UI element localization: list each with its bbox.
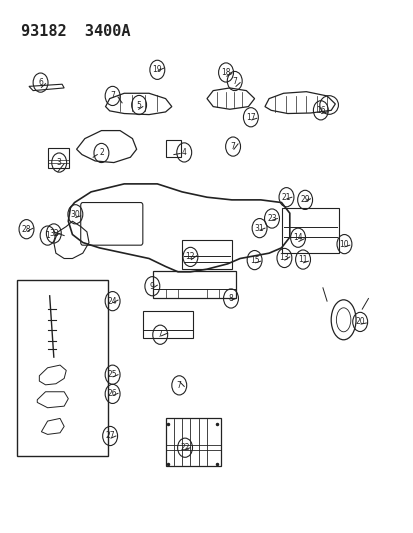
Text: 7: 7 <box>230 142 235 151</box>
Text: 17: 17 <box>245 113 255 122</box>
Text: 19: 19 <box>152 66 162 74</box>
Text: 7: 7 <box>110 92 115 100</box>
Text: 7: 7 <box>232 77 237 85</box>
Bar <box>165 140 181 157</box>
Text: 10: 10 <box>339 240 349 248</box>
Text: 3: 3 <box>57 158 62 167</box>
Text: 21: 21 <box>281 193 290 201</box>
Bar <box>47 148 69 168</box>
Text: 14: 14 <box>292 233 302 242</box>
Bar <box>182 240 231 269</box>
Text: 27: 27 <box>105 432 115 440</box>
Text: 31: 31 <box>254 224 264 232</box>
Bar <box>17 280 107 456</box>
Text: 2: 2 <box>99 149 104 157</box>
Text: 11: 11 <box>298 255 307 264</box>
Text: 4: 4 <box>181 148 186 157</box>
Text: 8: 8 <box>228 294 233 303</box>
Text: 9: 9 <box>150 282 154 290</box>
Text: 28: 28 <box>22 225 31 233</box>
Text: 5: 5 <box>136 101 141 109</box>
Text: 15: 15 <box>249 256 259 264</box>
Bar <box>142 311 192 338</box>
Text: 12: 12 <box>185 253 195 261</box>
Text: 6: 6 <box>38 78 43 87</box>
Text: 23: 23 <box>266 214 276 223</box>
Bar <box>165 418 221 466</box>
Text: 26: 26 <box>107 390 117 398</box>
Text: 16: 16 <box>315 106 325 115</box>
Text: 7: 7 <box>157 330 162 339</box>
Text: 20: 20 <box>354 318 364 326</box>
Text: 1: 1 <box>45 231 50 240</box>
Text: 7: 7 <box>176 381 181 390</box>
Text: 93182  3400A: 93182 3400A <box>21 24 130 39</box>
Bar <box>281 208 339 253</box>
Text: 32: 32 <box>49 229 59 238</box>
Text: 30: 30 <box>70 210 80 219</box>
Text: 18: 18 <box>221 68 230 77</box>
Bar <box>153 271 235 298</box>
Text: 25: 25 <box>107 370 117 379</box>
Text: 22: 22 <box>180 443 189 452</box>
Text: 24: 24 <box>107 297 117 305</box>
Text: 29: 29 <box>299 196 309 204</box>
Text: 13: 13 <box>279 254 289 262</box>
